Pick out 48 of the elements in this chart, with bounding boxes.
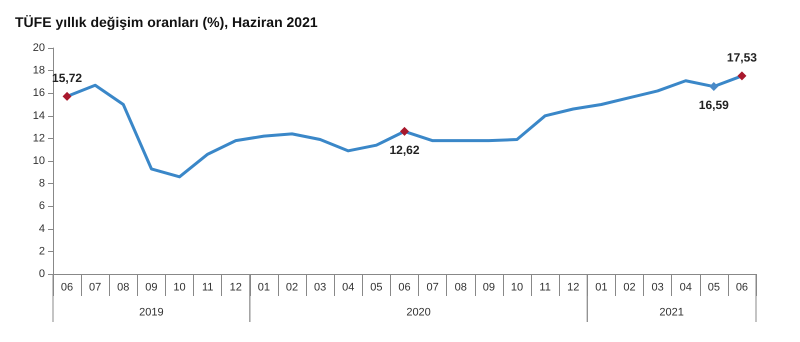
point bbox=[709, 82, 718, 92]
text: 2019 bbox=[139, 306, 164, 318]
x-tick-label: 03 bbox=[651, 282, 664, 294]
x-tick-label: 10 bbox=[510, 282, 524, 294]
x-tick-label: 09 bbox=[145, 282, 158, 294]
y-tick-label: 4 bbox=[38, 222, 45, 235]
y-tick-label: 14 bbox=[32, 110, 45, 122]
data-label: 12,62 bbox=[389, 142, 420, 157]
point bbox=[737, 71, 746, 80]
x-tick-label: 10 bbox=[173, 282, 186, 294]
x-tick-label: 11 bbox=[202, 282, 214, 294]
y-tick-label: 20 bbox=[32, 42, 45, 54]
data-label: 15,72 bbox=[52, 70, 82, 85]
text: 2021 bbox=[659, 306, 684, 318]
x-tick-label: 04 bbox=[342, 282, 354, 294]
x-tick-label: 06 bbox=[398, 282, 411, 294]
y-tick-label: 12 bbox=[32, 132, 45, 144]
x-tick-label: 07 bbox=[426, 282, 439, 294]
x-tick-label: 07 bbox=[89, 282, 102, 294]
x-tick-label: 06 bbox=[736, 282, 748, 294]
x-tick-label: 06 bbox=[60, 282, 74, 294]
y-tick-label: 10 bbox=[32, 155, 45, 167]
x-tick-label: 02 bbox=[623, 282, 636, 294]
x-tick-label: 01 bbox=[595, 282, 608, 294]
x-tick-label: 03 bbox=[314, 282, 326, 294]
y-tick-label: 6 bbox=[38, 200, 45, 212]
x-tick-label: 02 bbox=[286, 282, 298, 294]
x-tick-label: 01 bbox=[258, 282, 270, 294]
point bbox=[62, 92, 72, 101]
x-tick-label: 05 bbox=[708, 282, 720, 294]
text: 2020 bbox=[406, 306, 431, 318]
y-tick-label: 18 bbox=[32, 64, 45, 77]
x-tick-label: 11 bbox=[539, 282, 551, 294]
data-label: 16,59 bbox=[698, 98, 730, 112]
x-tick-label: 04 bbox=[680, 282, 692, 294]
y-tick-label: 16 bbox=[32, 87, 45, 100]
chart-title: TÜFE yıllık değişim oranları (%), Haziran 2021 bbox=[15, 14, 318, 30]
x-tick-label: 08 bbox=[117, 282, 130, 294]
y-tick-label: 0 bbox=[38, 268, 45, 280]
x-tick-label: 05 bbox=[370, 282, 383, 294]
x-tick-label: 09 bbox=[482, 282, 495, 294]
y-tick-label: 2 bbox=[38, 245, 45, 258]
data-label: 17,53 bbox=[726, 50, 758, 64]
y-tick-label: 8 bbox=[38, 178, 45, 190]
point bbox=[400, 126, 409, 136]
x-tick-label: 12 bbox=[230, 282, 242, 294]
x-tick-label: 12 bbox=[567, 282, 580, 294]
x-tick-label: 08 bbox=[454, 282, 467, 294]
